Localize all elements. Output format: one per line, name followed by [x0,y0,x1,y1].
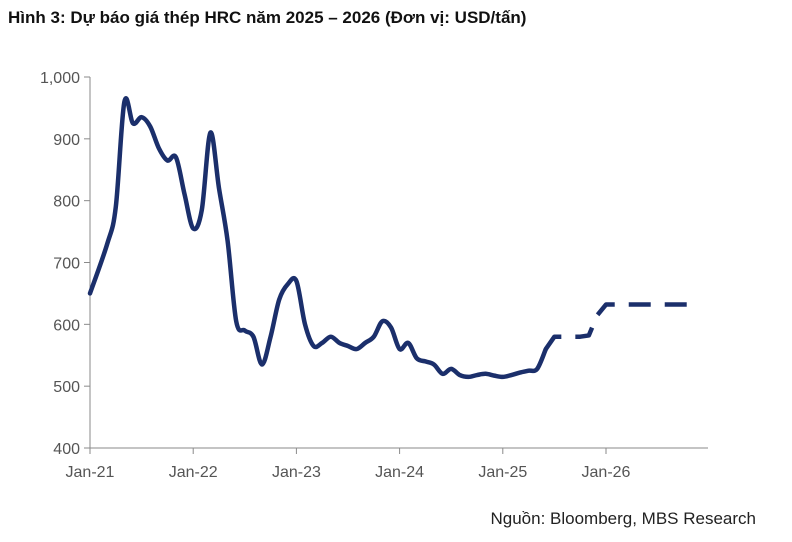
chart-title: Hình 3: Dự báo giá thép HRC năm 2025 – 2… [8,8,527,27]
series-layer [87,96,692,380]
y-tick-label: 500 [53,379,80,396]
y-tick-label: 600 [53,317,80,334]
x-tick-label: Jan-24 [375,464,424,481]
x-axis: Jan-21 Jan-22 Jan-23 Jan-24 Jan-25 Jan-26 [66,448,631,481]
x-tick-label: Jan-26 [582,464,631,481]
y-axis: 400 500 600 700 800 900 1,000 [40,70,90,458]
y-tick-label: 1,000 [40,70,80,87]
x-tick-label: Jan-23 [272,464,321,481]
series-line-actual [87,96,549,380]
y-tick-label: 900 [53,132,80,149]
y-tick-label: 400 [53,441,80,458]
source-note: Nguồn: Bloomberg, MBS Research [490,509,756,528]
x-tick-label: Jan-21 [66,464,115,481]
x-tick-label: Jan-22 [169,464,218,481]
y-tick-label: 800 [53,194,80,211]
x-tick-label: Jan-25 [478,464,527,481]
y-tick-label: 700 [53,256,80,273]
series-line-forecast [543,302,692,351]
